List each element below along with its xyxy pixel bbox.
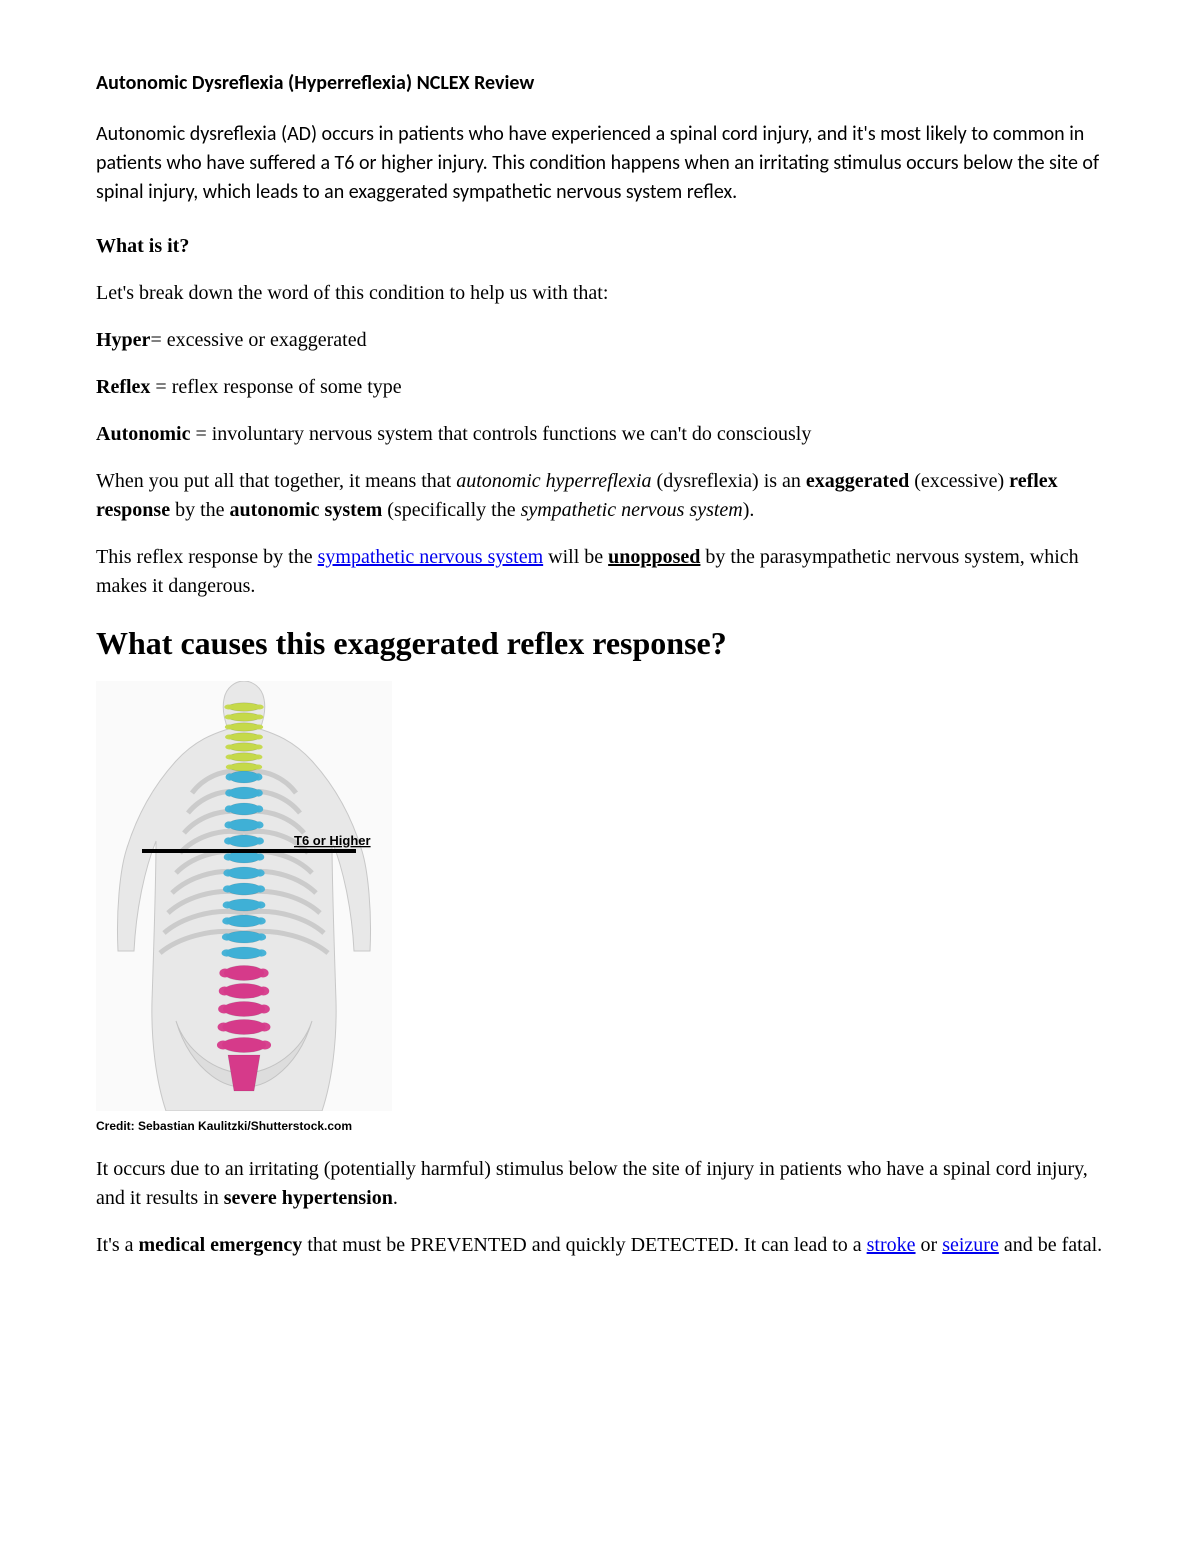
def-hyper-text: = excessive or exaggerated bbox=[150, 329, 366, 351]
sympathetic-nervous-system-link[interactable]: sympathetic nervous system bbox=[318, 546, 544, 568]
emerg-mid2: or bbox=[916, 1234, 943, 1256]
breakdown-intro: Let's break down the word of this condit… bbox=[96, 279, 1114, 308]
combined-pre: When you put all that together, it means… bbox=[96, 470, 456, 492]
what-is-it-heading: What is it? bbox=[96, 231, 1114, 261]
reflex-paragraph: This reflex response by the sympathetic … bbox=[96, 543, 1114, 601]
reflex-mid: will be bbox=[543, 546, 608, 568]
def-hyper-label: Hyper bbox=[96, 329, 150, 351]
definition-reflex: Reflex = reflex response of some type bbox=[96, 373, 1114, 402]
combined-italic2: sympathetic nervous system bbox=[521, 499, 743, 521]
stroke-link[interactable]: stroke bbox=[867, 1234, 916, 1256]
emerg-mid1: that must be PREVENTED and quickly DETEC… bbox=[302, 1234, 866, 1256]
intro-paragraph: Autonomic dysreflexia (AD) occurs in pat… bbox=[96, 120, 1114, 207]
def-auto-text: = involuntary nervous system that contro… bbox=[190, 423, 811, 445]
combined-italic1: autonomic hyperreflexia bbox=[456, 470, 651, 492]
causes-heading: What causes this exaggerated reflex resp… bbox=[96, 619, 1114, 667]
page-title: Autonomic Dysreflexia (Hyperreflexia) NC… bbox=[96, 68, 1114, 98]
spine-figure: T6 or Higher bbox=[96, 681, 392, 1111]
occurs-b: severe hypertension bbox=[224, 1187, 393, 1209]
combined-mid2: (excessive) bbox=[909, 470, 1009, 492]
combined-end: ). bbox=[743, 499, 755, 521]
emerg-b: medical emergency bbox=[138, 1234, 302, 1256]
emerg-pre: It's a bbox=[96, 1234, 138, 1256]
definition-autonomic: Autonomic = involuntary nervous system t… bbox=[96, 420, 1114, 449]
occurs-end: . bbox=[393, 1187, 398, 1209]
reflex-unopposed: unopposed bbox=[608, 546, 700, 568]
spine-svg: T6 or Higher bbox=[96, 681, 392, 1111]
reflex-pre: This reflex response by the bbox=[96, 546, 318, 568]
combined-b1: exaggerated bbox=[806, 470, 909, 492]
emergency-paragraph: It's a medical emergency that must be PR… bbox=[96, 1231, 1114, 1260]
svg-text:T6 or Higher: T6 or Higher bbox=[294, 833, 371, 848]
def-reflex-label: Reflex bbox=[96, 376, 150, 398]
occurs-paragraph: It occurs due to an irritating (potentia… bbox=[96, 1155, 1114, 1213]
def-auto-label: Autonomic bbox=[96, 423, 190, 445]
combined-mid4: (specifically the bbox=[382, 499, 520, 521]
combined-mid3: by the bbox=[170, 499, 229, 521]
emerg-end: and be fatal. bbox=[999, 1234, 1102, 1256]
seizure-link[interactable]: seizure bbox=[942, 1234, 999, 1256]
def-reflex-text: = reflex response of some type bbox=[150, 376, 401, 398]
figure-credit: Credit: Sebastian Kaulitzki/Shutterstock… bbox=[96, 1117, 1114, 1135]
combined-paragraph: When you put all that together, it means… bbox=[96, 467, 1114, 525]
combined-b3: autonomic system bbox=[230, 499, 383, 521]
definition-hyper: Hyper= excessive or exaggerated bbox=[96, 326, 1114, 355]
spine-diagram: T6 or Higher bbox=[96, 681, 392, 1111]
combined-mid1: (dysreflexia) is an bbox=[652, 470, 806, 492]
